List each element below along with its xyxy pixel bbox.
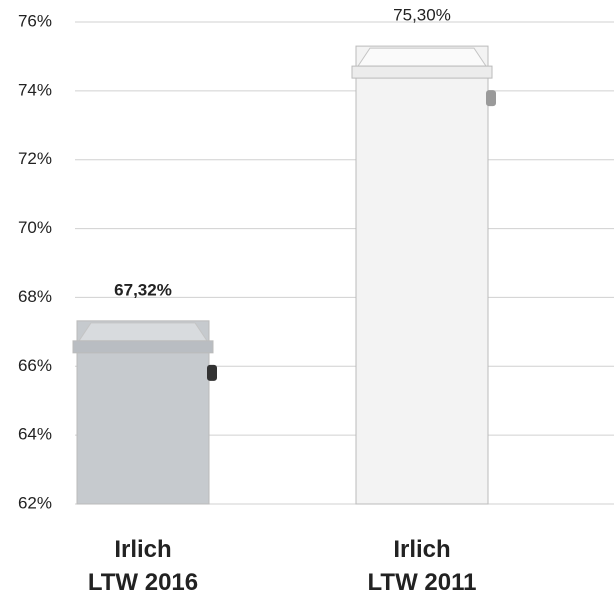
box-handle xyxy=(486,90,496,107)
box-lid xyxy=(78,322,208,342)
box-lid xyxy=(357,47,487,67)
value-label: 67,32% xyxy=(114,280,172,299)
y-tick-label: 68% xyxy=(18,287,52,306)
box-rim xyxy=(72,340,214,354)
y-tick-label: 62% xyxy=(18,493,52,512)
y-tick-label: 66% xyxy=(18,356,52,375)
y-tick-label: 64% xyxy=(18,425,52,444)
ballot-box: 75,30% xyxy=(351,6,496,505)
bar xyxy=(355,45,489,505)
x-tick-label: Irlich LTW 2016 xyxy=(87,536,199,596)
box-rim xyxy=(351,65,493,79)
y-tick-label: 76% xyxy=(18,11,52,30)
x-tick-label: Irlich LTW 2011 xyxy=(367,536,477,596)
box-handle xyxy=(207,364,217,381)
y-tick-label: 70% xyxy=(18,218,52,237)
value-label: 75,30% xyxy=(393,6,451,25)
ballot-box: 67,32% xyxy=(72,280,217,505)
y-tick-label: 72% xyxy=(18,149,52,168)
y-tick-label: 74% xyxy=(18,80,52,99)
